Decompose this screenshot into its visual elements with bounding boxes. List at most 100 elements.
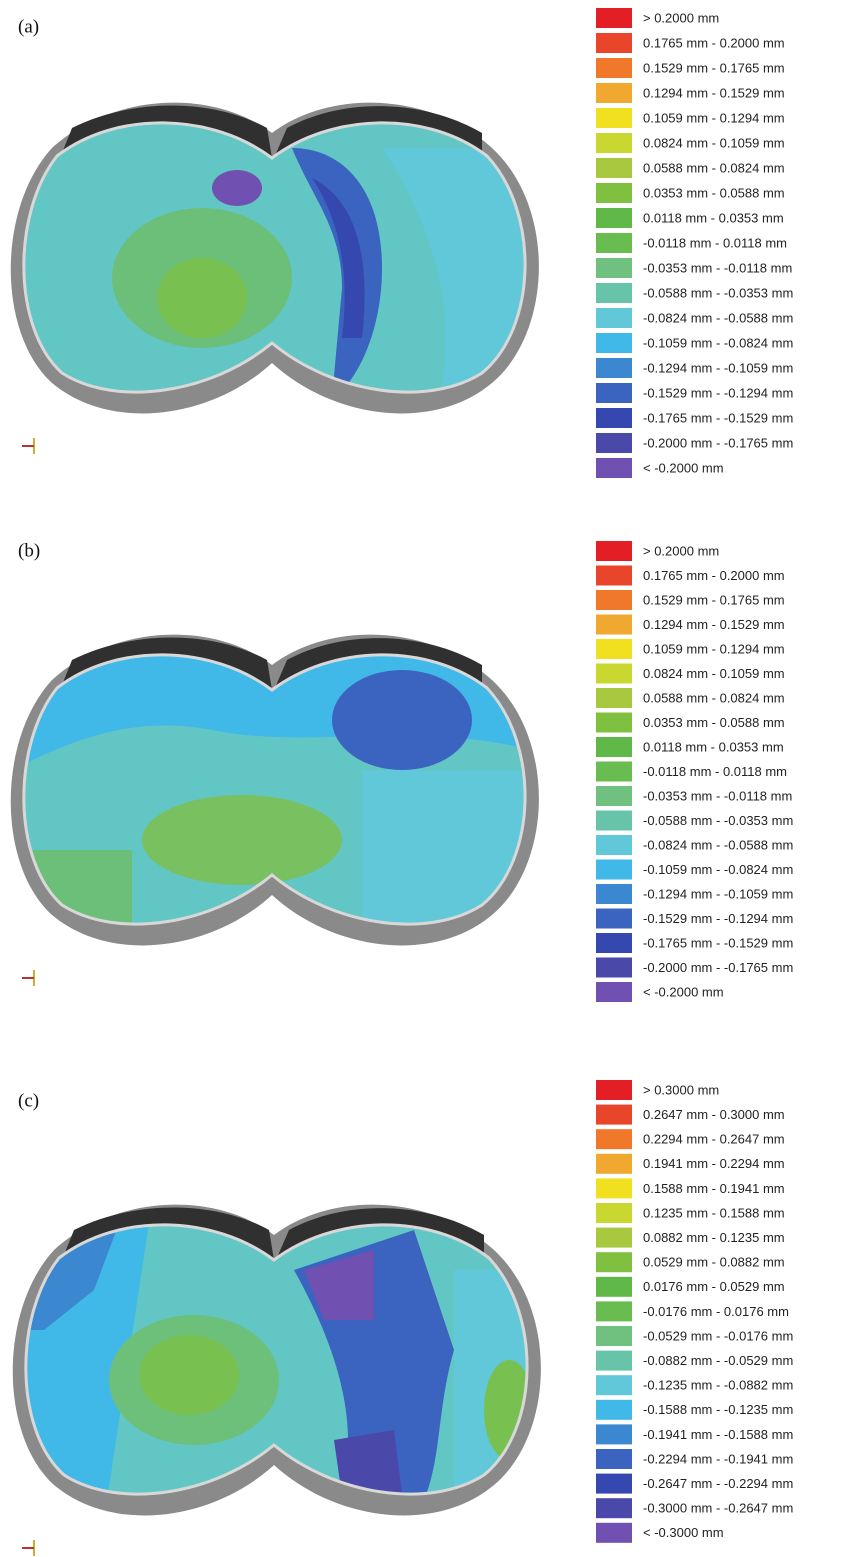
legend-swatch <box>596 433 632 453</box>
legend-label: < -0.3000 mm <box>643 1525 724 1540</box>
legend-swatch <box>596 982 632 1002</box>
colour-patch <box>157 258 247 338</box>
axis-icon <box>22 1540 34 1556</box>
legend-swatch <box>596 1523 632 1543</box>
legend-label: 0.0353 mm - 0.0588 mm <box>643 185 785 200</box>
legend-swatch <box>596 233 632 253</box>
legend-swatch <box>596 408 632 428</box>
legend-label: -0.1235 mm - -0.0882 mm <box>643 1378 793 1393</box>
legend-label: 0.1059 mm - 0.1294 mm <box>643 110 785 125</box>
legend-swatch <box>596 933 632 953</box>
legend-label: -0.2647 mm - -0.2294 mm <box>643 1476 793 1491</box>
axis-icon <box>22 970 34 986</box>
legend-label: -0.0588 mm - -0.0353 mm <box>643 285 793 300</box>
legend-label: 0.1294 mm - 0.1529 mm <box>643 85 785 100</box>
legend-label: -0.0529 mm - -0.0176 mm <box>643 1328 793 1343</box>
legend-label: 0.0824 mm - 0.1059 mm <box>643 666 785 681</box>
legend-swatch <box>596 688 632 708</box>
legend-swatch <box>596 639 632 659</box>
legend-swatch <box>596 183 632 203</box>
figure: (a) > 0.2000 mm 0.1765 mm - 0.2000 mm 0.152… <box>0 0 844 1557</box>
legend-label: 0.2647 mm - 0.3000 mm <box>643 1107 785 1122</box>
legend-swatch <box>596 1178 632 1198</box>
legend-label: -0.1294 mm - -0.1059 mm <box>643 886 793 901</box>
legend-label: -0.0353 mm - -0.0118 mm <box>643 788 792 803</box>
legend-swatch <box>596 83 632 103</box>
legend-label: -0.1529 mm - -0.1294 mm <box>643 911 793 926</box>
legend-swatch <box>596 308 632 328</box>
legend-swatch <box>596 1375 632 1395</box>
colour-patch <box>212 170 262 206</box>
legend-swatch <box>596 835 632 855</box>
legend-swatch <box>596 108 632 128</box>
legend-label: 0.1235 mm - 0.1588 mm <box>643 1205 785 1220</box>
legend-swatch <box>596 1301 632 1321</box>
legend-label: 0.0118 mm - 0.0353 mm <box>643 210 784 225</box>
legend-swatch <box>596 615 632 635</box>
legend-swatch <box>596 1277 632 1297</box>
legend-label: 0.2294 mm - 0.2647 mm <box>643 1132 785 1147</box>
legend-label: 0.1294 mm - 0.1529 mm <box>643 617 785 632</box>
legend-swatch <box>596 1203 632 1223</box>
legend-swatch <box>596 258 632 278</box>
legend-swatch <box>596 566 632 586</box>
legend-label: 0.1529 mm - 0.1765 mm <box>643 60 785 75</box>
legend-swatch <box>596 786 632 806</box>
legend-swatch <box>596 208 632 228</box>
legend-label: -0.1765 mm - -0.1529 mm <box>643 935 793 950</box>
legend-label: -0.1941 mm - -0.1588 mm <box>643 1427 793 1442</box>
legend-label: -0.2000 mm - -0.1765 mm <box>643 435 793 450</box>
deviation-map <box>13 1190 544 1530</box>
legend-swatch <box>596 884 632 904</box>
legend-label: -0.0588 mm - -0.0353 mm <box>643 813 793 828</box>
legend-swatch <box>596 1351 632 1371</box>
legend-label: -0.0353 mm - -0.0118 mm <box>643 260 792 275</box>
panel-label: (b) <box>18 540 40 561</box>
legend-label: 0.1588 mm - 0.1941 mm <box>643 1181 785 1196</box>
legend-label: < -0.2000 mm <box>643 460 724 475</box>
legend-label: 0.0588 mm - 0.0824 mm <box>643 690 785 705</box>
legend-label: -0.2294 mm - -0.1941 mm <box>643 1451 793 1466</box>
legend-swatch <box>596 811 632 831</box>
legend-swatch <box>596 590 632 610</box>
legend-label: 0.0824 mm - 0.1059 mm <box>643 135 785 150</box>
legend-swatch <box>596 1326 632 1346</box>
panel-label: (c) <box>18 1090 39 1111</box>
legend-swatch <box>596 458 632 478</box>
legend-label: > 0.2000 mm <box>643 10 719 25</box>
legend-swatch <box>596 1129 632 1149</box>
legend-label: -0.0882 mm - -0.0529 mm <box>643 1353 793 1368</box>
legend-swatch <box>596 1424 632 1444</box>
legend-swatch <box>596 358 632 378</box>
legend-label: -0.0176 mm - 0.0176 mm <box>643 1304 789 1319</box>
legend-label: 0.1765 mm - 0.2000 mm <box>643 35 785 50</box>
legend-swatch <box>596 133 632 153</box>
deviation-map <box>11 88 542 428</box>
legend-swatch <box>596 1080 632 1100</box>
legend-swatch <box>596 333 632 353</box>
legend-label: -0.1529 mm - -0.1294 mm <box>643 385 793 400</box>
legend-label: -0.1765 mm - -0.1529 mm <box>643 410 793 425</box>
legend-label: 0.0588 mm - 0.0824 mm <box>643 160 785 175</box>
legend-label: 0.1765 mm - 0.2000 mm <box>643 568 785 583</box>
colour-patch <box>332 670 472 770</box>
legend-swatch <box>596 664 632 684</box>
legend-swatch <box>596 58 632 78</box>
panel-label: (a) <box>18 16 39 37</box>
legend-label: -0.0824 mm - -0.0588 mm <box>643 837 793 852</box>
legend-swatch <box>596 158 632 178</box>
legend-swatch <box>596 909 632 929</box>
panel: (b)> 0.2000 mm0.1765 mm - 0.2000 mm0.152… <box>11 540 794 1002</box>
legend-label: -0.1059 mm - -0.0824 mm <box>643 335 793 350</box>
legend-label: 0.0529 mm - 0.0882 mm <box>643 1255 785 1270</box>
panel: (c)> 0.3000 mm0.2647 mm - 0.3000 mm0.229… <box>13 1080 794 1556</box>
legend-swatch <box>596 737 632 757</box>
legend-swatch <box>596 283 632 303</box>
legend-label: -0.3000 mm - -0.2647 mm <box>643 1501 793 1516</box>
legend-swatch <box>596 1154 632 1174</box>
legend-label: 0.0353 mm - 0.0588 mm <box>643 715 785 730</box>
legend-swatch <box>596 713 632 733</box>
legend-label: -0.1294 mm - -0.1059 mm <box>643 360 793 375</box>
colour-patch <box>142 795 342 885</box>
legend-swatch <box>596 1498 632 1518</box>
